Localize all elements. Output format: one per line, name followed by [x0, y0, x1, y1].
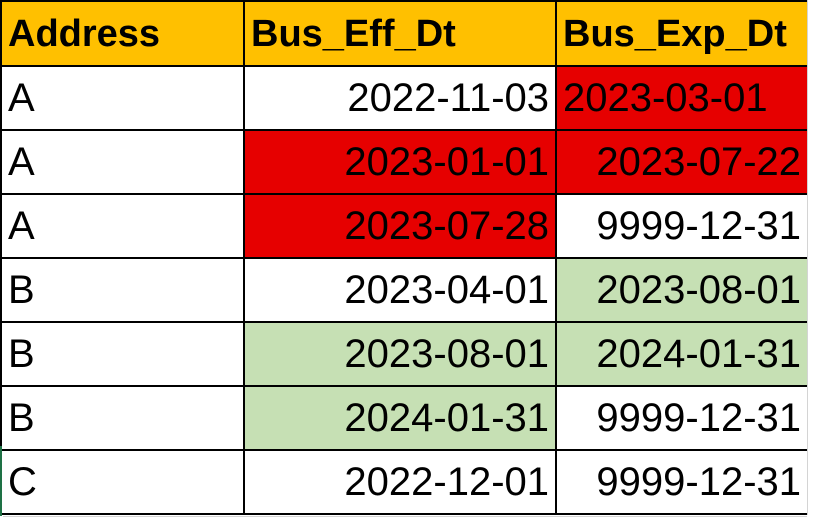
cell-bus-eff-dt[interactable]: 2022-11-03: [243, 65, 557, 131]
cell-bus-exp-dt[interactable]: 9999-12-31: [555, 449, 809, 515]
cell-bus-eff-dt[interactable]: 2023-08-01: [243, 321, 557, 387]
row-selection-marker: [0, 446, 2, 516]
cell-address[interactable]: A: [0, 65, 245, 131]
cell-bus-exp-dt[interactable]: 2023-07-22: [555, 129, 809, 195]
table-row: B 2024-01-31 9999-12-31: [0, 385, 809, 451]
cell-address[interactable]: B: [0, 321, 245, 387]
table-row: B 2023-04-01 2023-08-01: [0, 257, 809, 323]
cell-address[interactable]: B: [0, 257, 245, 323]
cell-bus-exp-dt[interactable]: 2023-08-01: [555, 257, 809, 323]
table-row: A 2023-01-01 2023-07-22: [0, 129, 809, 195]
cell-bus-eff-dt[interactable]: 2022-12-01: [243, 449, 557, 515]
cell-bus-exp-dt[interactable]: 2023-03-01: [555, 65, 809, 131]
cell-address[interactable]: A: [0, 129, 245, 195]
cell-bus-eff-dt[interactable]: 2024-01-31: [243, 385, 557, 451]
table-row: C 2022-12-01 9999-12-31: [0, 449, 809, 515]
cell-bus-eff-dt[interactable]: 2023-04-01: [243, 257, 557, 323]
table-row: B 2023-08-01 2024-01-31: [0, 321, 809, 387]
cell-address[interactable]: A: [0, 193, 245, 259]
data-table: Address Bus_Eff_Dt Bus_Exp_Dt A 2022-11-0…: [0, 0, 809, 515]
cell-bus-exp-dt[interactable]: 2024-01-31: [555, 321, 809, 387]
header-cell-bus-exp-dt[interactable]: Bus_Exp_Dt: [555, 0, 809, 67]
cell-bus-exp-dt[interactable]: 9999-12-31: [555, 193, 809, 259]
cell-bus-eff-dt[interactable]: 2023-07-28: [243, 193, 557, 259]
header-cell-bus-eff-dt[interactable]: Bus_Eff_Dt: [243, 0, 557, 67]
header-row: Address Bus_Eff_Dt Bus_Exp_Dt: [0, 0, 809, 67]
cell-address[interactable]: C: [0, 449, 245, 515]
next-column-edge: [807, 0, 820, 520]
next-row-edge: [0, 515, 820, 520]
cell-address[interactable]: B: [0, 385, 245, 451]
table-row: A 2022-11-03 2023-03-01: [0, 65, 809, 131]
cell-bus-exp-dt[interactable]: 9999-12-31: [555, 385, 809, 451]
gridline: [3, 516, 807, 517]
table-row: A 2023-07-28 9999-12-31: [0, 193, 809, 259]
header-cell-address[interactable]: Address: [0, 0, 245, 67]
cell-bus-eff-dt[interactable]: 2023-01-01: [243, 129, 557, 195]
